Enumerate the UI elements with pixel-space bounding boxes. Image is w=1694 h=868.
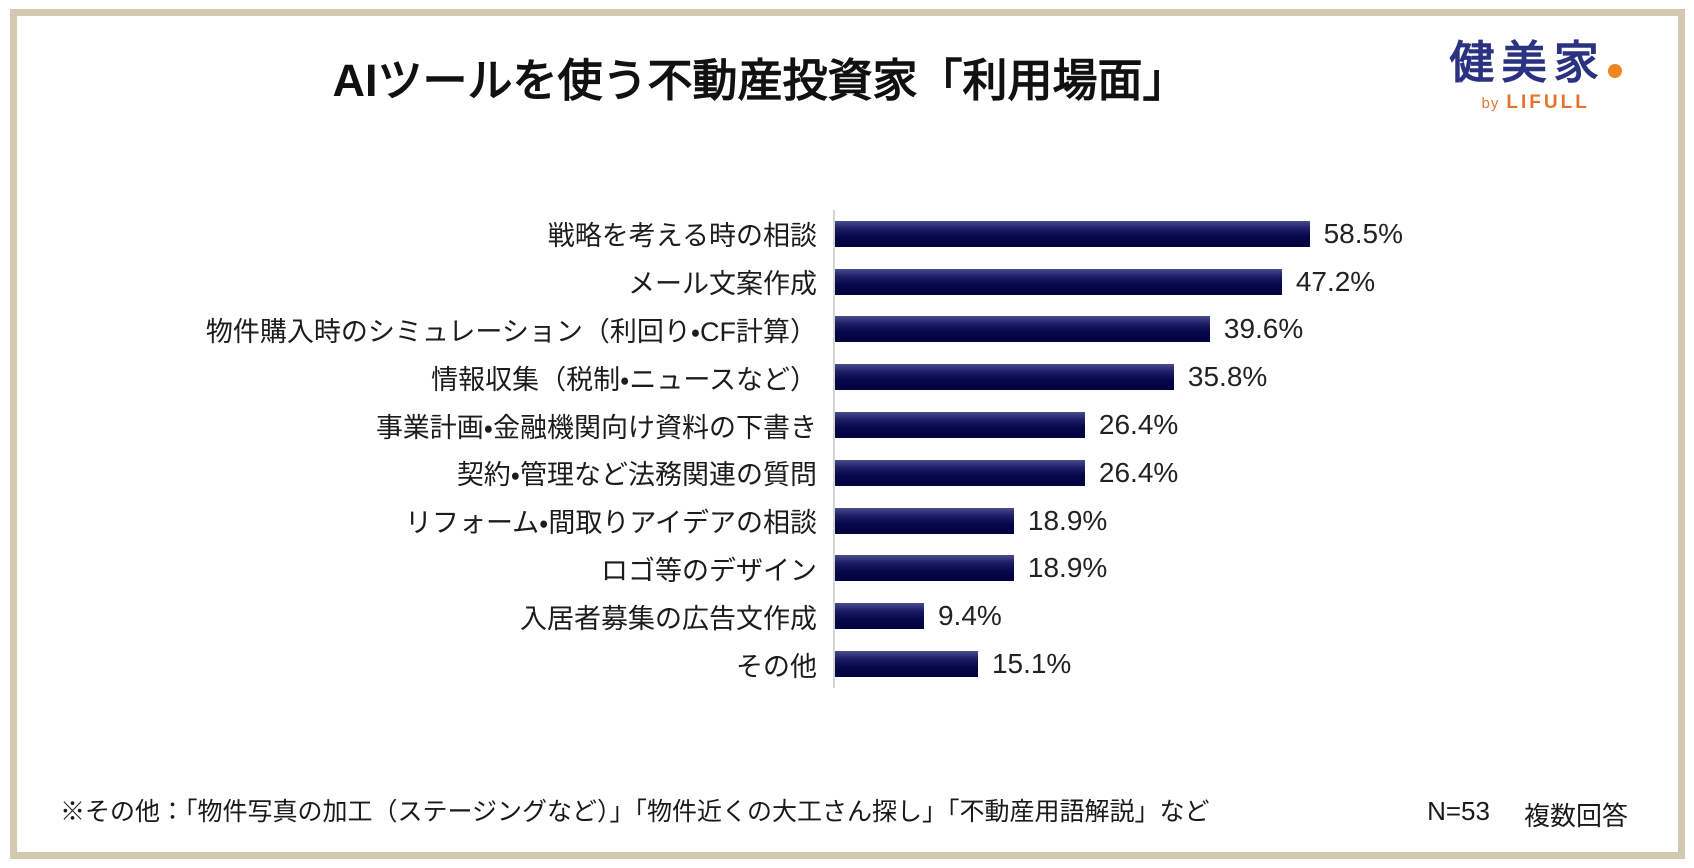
bar-track: 35.8% bbox=[833, 353, 1403, 402]
chart-row: リフォーム・間取りアイデアの相談 18.9% bbox=[60, 496, 1620, 545]
bar-track: 9.4% bbox=[833, 592, 1403, 641]
bar bbox=[835, 220, 1310, 247]
bar bbox=[835, 364, 1174, 391]
logo-byline: by LIFULL bbox=[1449, 92, 1622, 114]
bar-track: 47.2% bbox=[833, 257, 1403, 306]
chart-rows: 戦略を考える時の相談 58.5% メール文案作成 47.2% 物件購入時のシミュレーショ… bbox=[60, 210, 1620, 688]
logo-dot-icon bbox=[1608, 64, 1622, 78]
category-label: 契約・管理など法務関連の質問 bbox=[456, 460, 817, 491]
value-label: 39.6% bbox=[1223, 313, 1304, 345]
logo-brand-name: 健美家 bbox=[1449, 37, 1606, 88]
bar bbox=[835, 507, 1014, 534]
footnote: ※その他：「物件写真の加工（ステージングなど）」「物件近くの大工さん探し」「不動… bbox=[60, 798, 1210, 826]
bar-track: 18.9% bbox=[833, 496, 1403, 545]
bar bbox=[835, 412, 1085, 439]
footer: ※その他：「物件写真の加工（ステージングなど）」「物件近くの大工さん探し」「不動… bbox=[60, 792, 1628, 833]
category-label: 物件購入時のシミュレーション（利回り・CF計算） bbox=[205, 316, 817, 347]
category-label: 情報収集（税制・ニュースなど） bbox=[431, 364, 817, 395]
bar-track: 15.1% bbox=[833, 640, 1403, 688]
bar-track: 26.4% bbox=[833, 448, 1403, 497]
chart-row: 事業計画・金融機関向け資料の下書き 26.4% bbox=[60, 401, 1620, 449]
chart-row: ロゴ等のデザイン 18.9% bbox=[60, 544, 1620, 593]
survey-meta: N=53 複数回答 bbox=[1427, 796, 1628, 833]
bar-chart: 戦略を考える時の相談 58.5% メール文案作成 47.2% 物件購入時のシミュレーショ… bbox=[60, 210, 1620, 688]
category-label: 入居者募集の広告文作成 bbox=[520, 603, 817, 634]
bar bbox=[835, 555, 1014, 582]
kenbiya-logo: 健美家 by LIFULL bbox=[1449, 38, 1622, 114]
category-label: メール文案作成 bbox=[628, 269, 817, 300]
answer-type: 複数回答 bbox=[1523, 801, 1628, 831]
bar-track: 18.9% bbox=[833, 544, 1403, 593]
value-label: 35.8% bbox=[1187, 361, 1268, 393]
bar bbox=[835, 651, 978, 678]
chart-row: その他 15.1% bbox=[60, 640, 1620, 688]
logo-brand-text: 健美家 bbox=[1449, 38, 1622, 88]
category-label: その他 bbox=[736, 651, 817, 682]
bar bbox=[835, 316, 1210, 343]
value-label: 26.4% bbox=[1098, 409, 1179, 441]
value-label: 47.2% bbox=[1295, 265, 1376, 297]
chart-row: 契約・管理など法務関連の質問 26.4% bbox=[60, 448, 1620, 497]
value-label: 15.1% bbox=[991, 648, 1072, 680]
page-title: AIツールを使う不動産投資家「利用場面」 bbox=[332, 55, 1188, 106]
value-label: 58.5% bbox=[1323, 217, 1403, 249]
value-label: 18.9% bbox=[1027, 552, 1108, 584]
bar bbox=[835, 603, 924, 630]
bar bbox=[835, 268, 1282, 295]
chart-row: 情報収集（税制・ニュースなど） 35.8% bbox=[60, 353, 1620, 402]
category-label: ロゴ等のデザイン bbox=[601, 555, 817, 586]
category-label: リフォーム・間取りアイデアの相談 bbox=[404, 508, 817, 539]
value-label: 26.4% bbox=[1098, 456, 1179, 488]
logo-lifull-text: LIFULL bbox=[1506, 91, 1590, 113]
chart-row: 入居者募集の広告文作成 9.4% bbox=[60, 592, 1620, 641]
sample-size: N=53 bbox=[1427, 796, 1490, 826]
value-label: 18.9% bbox=[1027, 504, 1108, 536]
bar-track: 58.5% bbox=[833, 210, 1403, 258]
value-label: 9.4% bbox=[937, 600, 1002, 632]
bar-track: 26.4% bbox=[833, 401, 1403, 449]
chart-row: 物件購入時のシミュレーション（利回り・CF計算） 39.6% bbox=[60, 305, 1620, 354]
logo-by-text: by bbox=[1481, 94, 1500, 112]
bar-track: 39.6% bbox=[833, 305, 1403, 354]
category-label: 事業計画・金融機関向け資料の下書き bbox=[375, 412, 817, 443]
bar bbox=[835, 459, 1085, 486]
chart-row: メール文案作成 47.2% bbox=[60, 257, 1620, 306]
category-label: 戦略を考える時の相談 bbox=[547, 221, 817, 252]
chart-row: 戦略を考える時の相談 58.5% bbox=[60, 210, 1620, 258]
